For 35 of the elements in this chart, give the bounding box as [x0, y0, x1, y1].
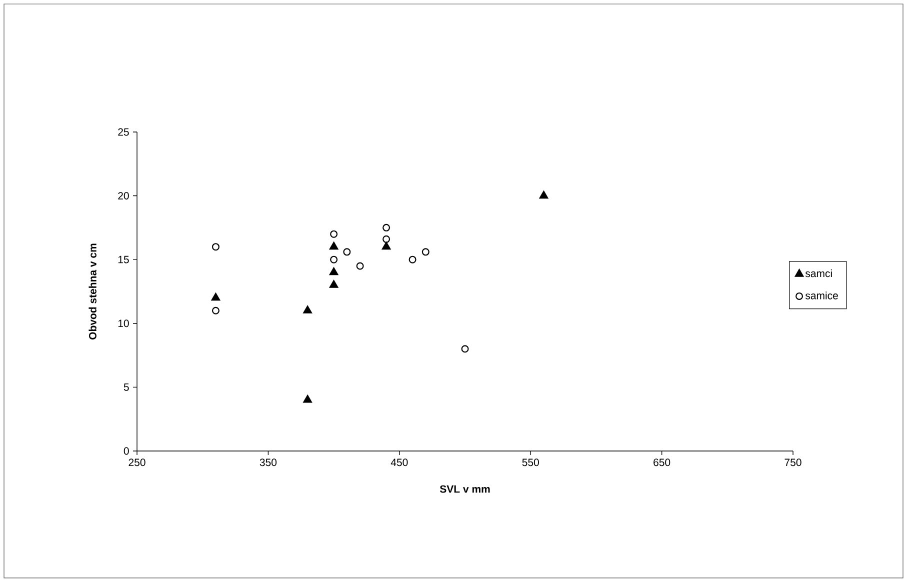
point	[539, 190, 548, 199]
point	[382, 224, 390, 232]
x-tick-label: 250	[128, 458, 146, 466]
point	[329, 242, 338, 250]
legend-label: samci	[805, 269, 832, 278]
point	[461, 345, 469, 353]
point	[303, 394, 312, 403]
x-tick-label: 750	[784, 458, 802, 466]
y-axis-title: Obvod stehna v cm	[88, 244, 96, 340]
point	[422, 248, 430, 256]
y-tick-label: 20	[118, 192, 129, 200]
point	[329, 280, 338, 288]
point	[212, 306, 220, 314]
point	[330, 256, 338, 264]
legend-label: samice	[805, 292, 838, 300]
point	[212, 243, 220, 251]
point	[303, 306, 312, 314]
x-axis-title: SVL v mm	[440, 485, 490, 493]
y-tick-label: 10	[118, 320, 129, 328]
x-tick-label: 550	[522, 458, 539, 466]
point	[408, 256, 416, 264]
point	[356, 262, 364, 270]
x-tick-label: 350	[260, 458, 277, 466]
point	[382, 235, 390, 243]
point	[211, 292, 220, 301]
y-tick-label: 25	[118, 128, 129, 136]
point	[329, 267, 338, 276]
x-tick-label: 650	[654, 458, 670, 466]
y-tick-label: 5	[124, 384, 129, 391]
y-tick-label: 15	[118, 256, 129, 264]
point	[330, 230, 338, 238]
x-tick-label: 450	[390, 458, 408, 466]
point	[382, 242, 391, 250]
y-tick-label: 0	[124, 447, 129, 455]
point	[343, 248, 351, 256]
